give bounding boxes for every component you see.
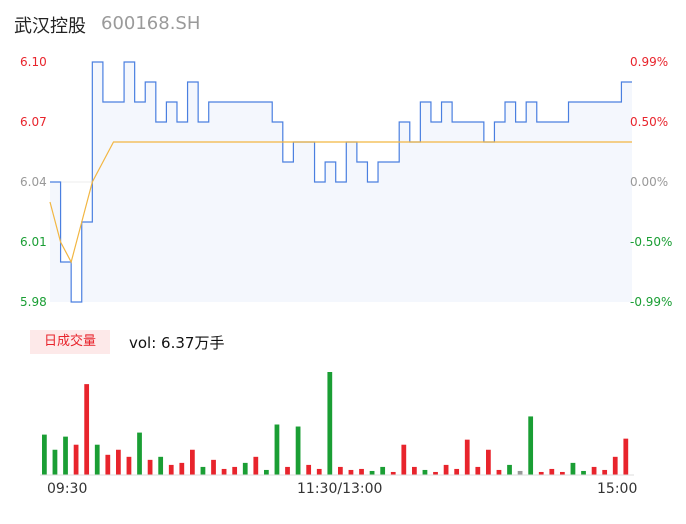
- volume-bar: [274, 424, 280, 475]
- volume-bar: [168, 464, 174, 475]
- volume-bar: [412, 466, 417, 475]
- volume-bar: [264, 469, 269, 475]
- volume-bar: [42, 434, 47, 475]
- volume-bar: [221, 468, 227, 475]
- volume-bar: [126, 456, 132, 475]
- volume-bar: [401, 444, 407, 475]
- volume-bar: [549, 468, 555, 475]
- volume-bar: [232, 466, 238, 475]
- volume-bar: [443, 464, 449, 475]
- volume-bar: [338, 466, 343, 475]
- volume-tab[interactable]: 日成交量: [30, 330, 110, 354]
- price-tick-4: 5.98: [20, 295, 47, 309]
- volume-bar: [538, 471, 544, 475]
- volume-bar: [316, 468, 322, 475]
- volume-bar: [570, 462, 576, 475]
- volume-bar: [581, 470, 586, 475]
- price-tick-1: 6.07: [20, 115, 47, 129]
- volume-bar: [285, 466, 290, 475]
- price-series-line: [50, 61, 632, 303]
- volume-bar: [211, 459, 216, 475]
- volume-bar: [137, 432, 142, 475]
- volume-bar: [84, 384, 90, 475]
- volume-bar: [105, 454, 111, 475]
- volume-layer: [42, 372, 629, 475]
- volume-bar: [369, 470, 375, 475]
- pct-tick-3: -0.50%: [630, 235, 673, 249]
- stock-name: 武汉控股: [14, 16, 86, 37]
- volume-bar: [63, 436, 68, 475]
- volume-bar: [623, 438, 629, 475]
- volume-bar: [454, 468, 460, 475]
- stock-code: 600168.SH: [101, 13, 201, 34]
- average-series-line: [49, 141, 632, 264]
- volume-bar: [507, 464, 512, 475]
- volume-bar: [390, 471, 396, 475]
- volume-bar: [602, 469, 608, 475]
- volume-bar: [359, 468, 364, 475]
- volume-bar: [591, 466, 597, 475]
- volume-bar: [200, 466, 206, 475]
- volume-bar: [242, 462, 248, 475]
- volume-bar: [179, 462, 185, 475]
- volume-readout: vol: 6.37万手: [129, 334, 225, 352]
- volume-bar: [433, 471, 438, 475]
- volume-bar: [380, 466, 386, 475]
- volume-bar: [327, 372, 333, 475]
- price-layer: [49, 61, 632, 303]
- volume-bar: [517, 470, 523, 475]
- volume-bar: [94, 444, 100, 475]
- volume-bar: [306, 464, 312, 475]
- pct-tick-1: 0.50%: [630, 115, 669, 129]
- pct-tick-2: 0.00%: [630, 175, 669, 189]
- pct-tick-4: -0.99%: [630, 295, 673, 309]
- volume-bar: [612, 456, 618, 475]
- volume-bar: [348, 469, 354, 475]
- volume-bar: [475, 466, 481, 475]
- volume-bar: [295, 426, 301, 475]
- volume-bar: [528, 416, 534, 475]
- pct-tick-0: 0.99%: [630, 55, 669, 69]
- volume-bar: [190, 449, 195, 475]
- volume-bar: [73, 444, 79, 475]
- volume-bar: [496, 469, 502, 475]
- volume-bar: [116, 449, 121, 475]
- time-label-close: 15:00: [597, 481, 638, 497]
- volume-bar: [560, 471, 565, 475]
- volume-bar: [147, 459, 153, 475]
- volume-bar: [486, 449, 491, 475]
- volume-bar: [158, 456, 164, 475]
- price-tick-0: 6.10: [20, 55, 47, 69]
- volume-bar: [464, 439, 470, 475]
- volume-bar: [52, 449, 58, 475]
- price-tick-3: 6.01: [20, 235, 47, 249]
- time-label-midday: 11:30/13:00: [297, 481, 383, 497]
- price-tick-2: 6.04: [20, 175, 47, 189]
- volume-bar: [253, 456, 259, 475]
- volume-bar: [422, 469, 428, 475]
- time-label-open: 09:30: [47, 481, 88, 497]
